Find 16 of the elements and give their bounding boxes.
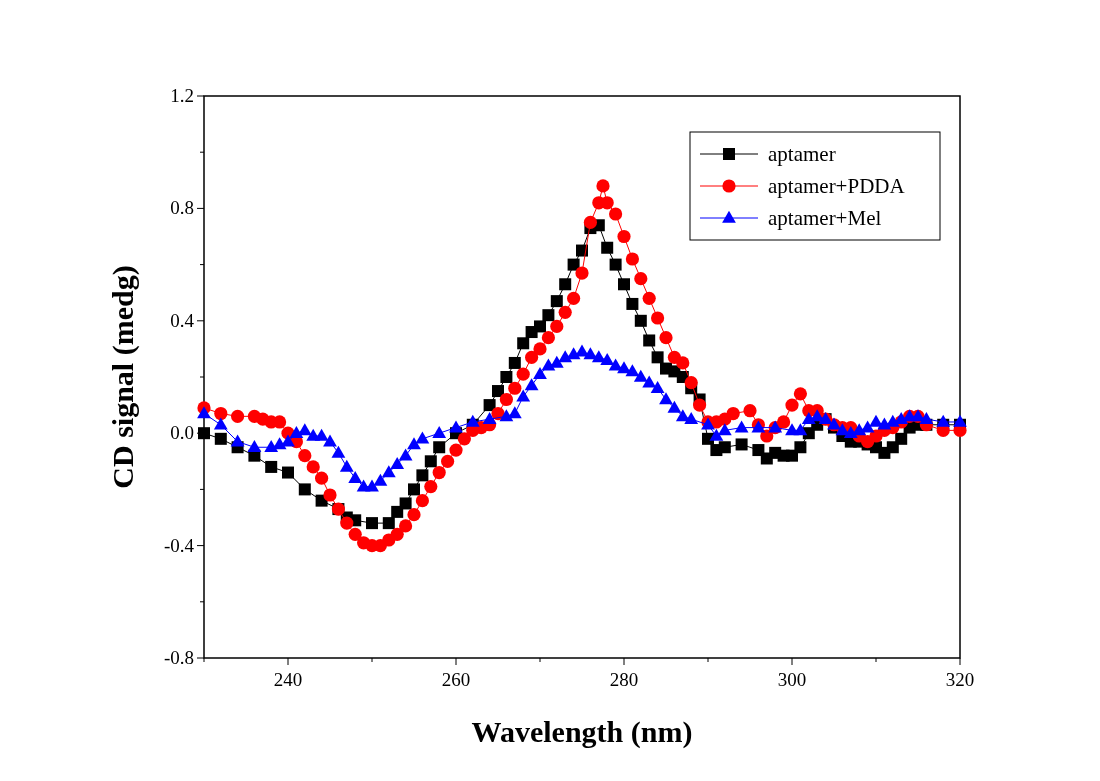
legend-label: aptamer+Mel bbox=[768, 206, 882, 230]
y-tick-label: 0.0 bbox=[170, 422, 194, 444]
x-axis-title: Wavelength (nm) bbox=[471, 715, 693, 749]
x-tick-label: 260 bbox=[441, 669, 471, 690]
y-tick-label: -0.4 bbox=[163, 534, 195, 556]
legend-label: aptamer bbox=[768, 142, 836, 166]
y-tick-label: 0.4 bbox=[170, 309, 195, 331]
x-tick-label: 280 bbox=[609, 669, 639, 690]
x-tick-label: 300 bbox=[777, 669, 807, 690]
y-tick-label: 0.8 bbox=[170, 197, 194, 219]
y-tick-label: -0.8 bbox=[163, 647, 194, 668]
y-tick-label: 1.2 bbox=[170, 85, 194, 106]
x-tick-label: 240 bbox=[273, 669, 303, 690]
x-tick-label: 320 bbox=[945, 669, 975, 690]
y-axis-title: CD signal (medg) bbox=[106, 265, 140, 489]
legend-label: aptamer+PDDA bbox=[768, 174, 906, 198]
